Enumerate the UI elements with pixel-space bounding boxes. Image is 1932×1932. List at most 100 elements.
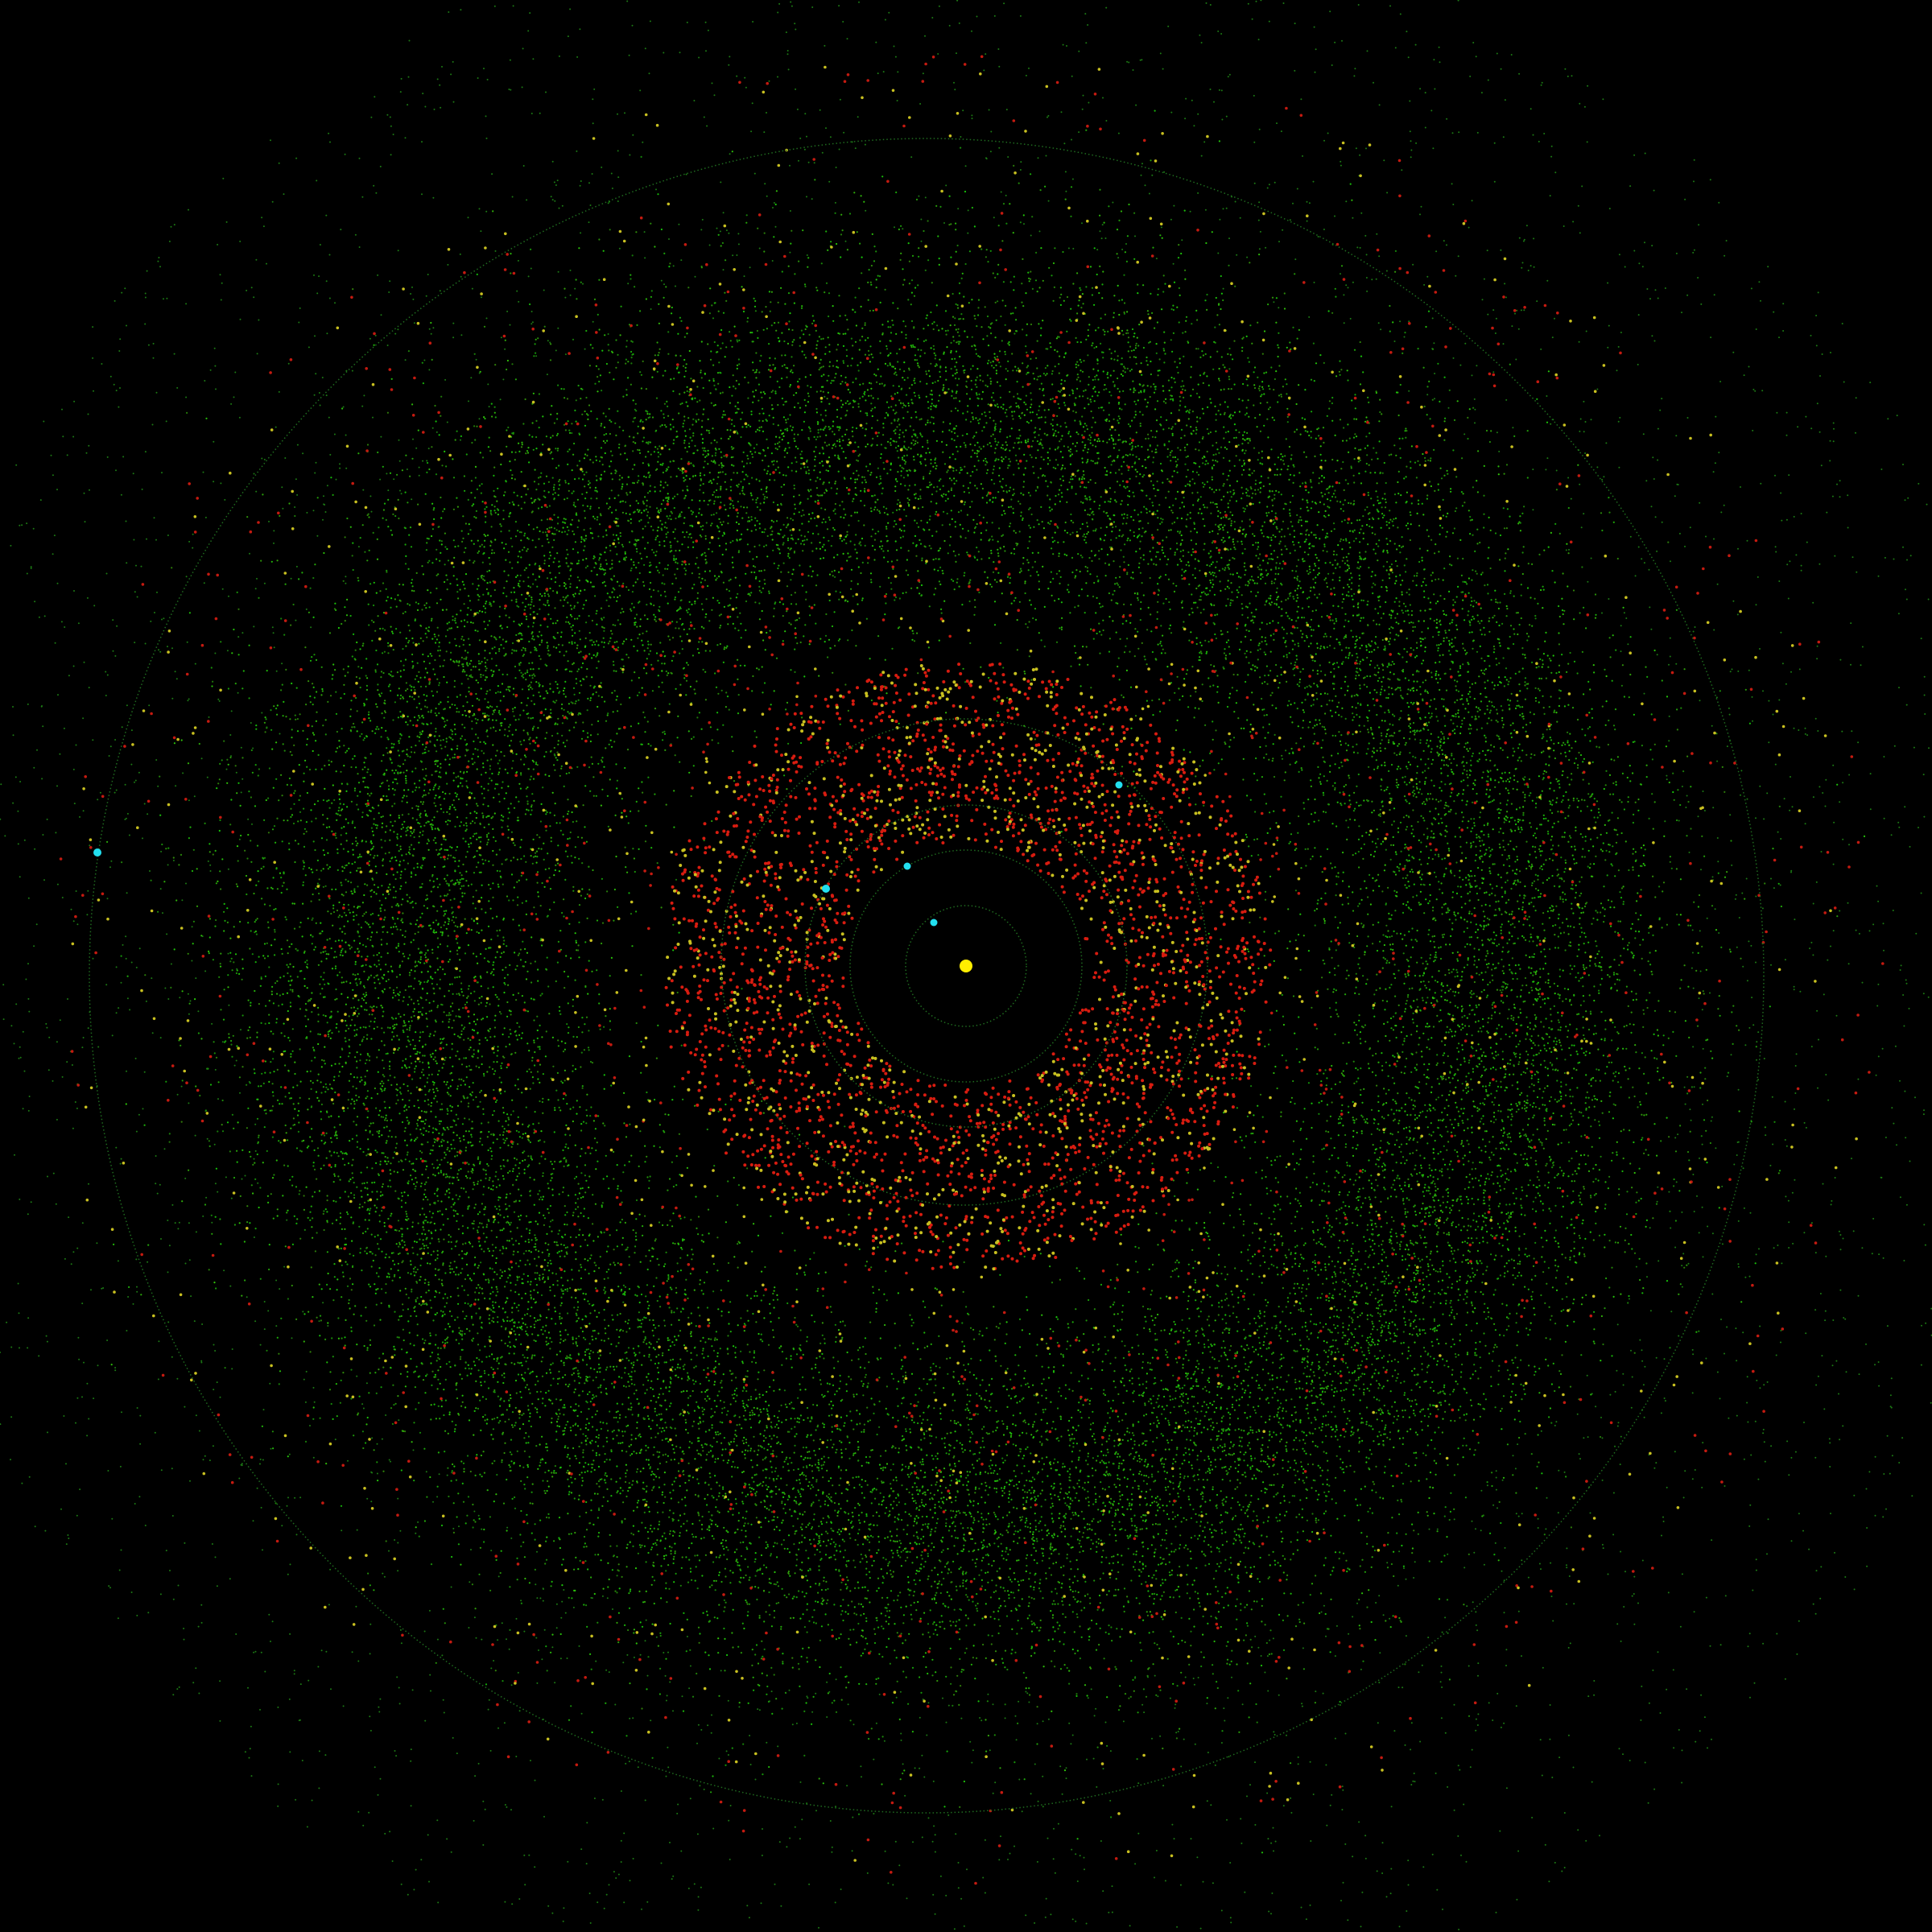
asteroid	[908, 387, 910, 390]
asteroid	[1258, 1430, 1261, 1432]
asteroid	[452, 1209, 455, 1212]
asteroid	[1098, 440, 1101, 443]
asteroid	[939, 566, 942, 569]
asteroid	[1459, 674, 1462, 677]
asteroid	[1511, 910, 1513, 913]
asteroid	[483, 787, 485, 790]
asteroid	[1133, 531, 1135, 534]
asteroid	[966, 472, 968, 474]
asteroid	[1170, 1411, 1172, 1414]
asteroid	[281, 840, 283, 843]
asteroid	[1179, 1488, 1182, 1490]
asteroid	[701, 1528, 704, 1530]
asteroid	[723, 1599, 726, 1601]
asteroid	[818, 1371, 820, 1373]
asteroid	[1365, 983, 1368, 985]
asteroid	[825, 1580, 828, 1583]
asteroid	[625, 340, 628, 342]
asteroid	[1429, 418, 1431, 420]
asteroid	[493, 1026, 497, 1029]
asteroid	[1085, 1319, 1088, 1322]
asteroid	[400, 836, 402, 838]
asteroid	[698, 576, 700, 579]
asteroid	[1375, 543, 1377, 545]
asteroid	[798, 617, 801, 620]
asteroid	[1228, 460, 1231, 462]
asteroid	[1063, 1574, 1065, 1576]
asteroid	[1461, 720, 1463, 722]
asteroid	[1075, 450, 1078, 452]
asteroid	[391, 1279, 394, 1282]
asteroid	[527, 716, 530, 719]
asteroid	[949, 1444, 952, 1447]
asteroid	[1294, 1378, 1297, 1381]
asteroid	[599, 1421, 602, 1423]
asteroid	[1044, 185, 1046, 188]
asteroid	[836, 1390, 838, 1393]
asteroid	[1129, 369, 1131, 372]
asteroid	[1263, 1315, 1265, 1318]
asteroid	[1295, 600, 1298, 602]
asteroid	[1354, 394, 1356, 396]
asteroid	[626, 1246, 629, 1249]
asteroid	[1265, 371, 1268, 374]
asteroid	[361, 777, 365, 779]
asteroid	[401, 854, 403, 857]
asteroid	[427, 1199, 429, 1201]
asteroid	[502, 1138, 505, 1141]
asteroid	[460, 821, 463, 824]
asteroid	[952, 1473, 954, 1476]
asteroid	[436, 957, 439, 960]
asteroid	[367, 923, 369, 926]
asteroid	[1157, 1523, 1159, 1525]
asteroid	[976, 547, 978, 549]
asteroid	[1467, 784, 1469, 786]
asteroid	[756, 1484, 758, 1487]
asteroid	[690, 536, 692, 539]
asteroid	[1428, 1164, 1430, 1166]
asteroid	[1219, 1521, 1221, 1524]
asteroid	[657, 1024, 659, 1026]
asteroid	[758, 427, 761, 429]
asteroid	[1504, 890, 1506, 893]
asteroid	[888, 1637, 890, 1640]
asteroid	[886, 1572, 888, 1575]
asteroid	[1497, 900, 1500, 902]
asteroid	[1439, 1009, 1442, 1011]
asteroid	[1557, 1029, 1559, 1031]
asteroid	[616, 779, 619, 782]
asteroid	[1344, 538, 1348, 540]
asteroid	[299, 819, 302, 822]
asteroid	[1471, 1405, 1473, 1407]
asteroid	[365, 964, 367, 966]
asteroid	[1069, 1473, 1071, 1476]
asteroid	[1326, 848, 1329, 850]
asteroid	[1028, 1602, 1030, 1604]
asteroid	[1276, 469, 1278, 471]
asteroid	[1257, 387, 1260, 390]
asteroid	[557, 1099, 559, 1101]
asteroid	[382, 894, 384, 896]
asteroid	[1389, 510, 1391, 512]
asteroid	[451, 803, 454, 807]
asteroid	[636, 1501, 639, 1504]
asteroid	[1178, 287, 1180, 289]
asteroid	[1412, 649, 1415, 651]
asteroid	[801, 350, 803, 353]
asteroid	[646, 672, 648, 675]
asteroid	[1530, 1063, 1533, 1065]
asteroid	[502, 1381, 505, 1385]
asteroid	[1178, 321, 1180, 324]
asteroid	[1083, 1607, 1086, 1609]
asteroid	[1508, 1230, 1510, 1232]
asteroid	[1448, 650, 1451, 652]
asteroid	[312, 704, 314, 706]
asteroid	[975, 431, 977, 434]
asteroid	[902, 1772, 904, 1775]
asteroid	[492, 1301, 494, 1303]
asteroid	[491, 971, 493, 973]
asteroid	[1244, 839, 1246, 841]
asteroid	[1146, 1307, 1150, 1311]
asteroid	[720, 456, 723, 459]
asteroid	[426, 706, 428, 708]
